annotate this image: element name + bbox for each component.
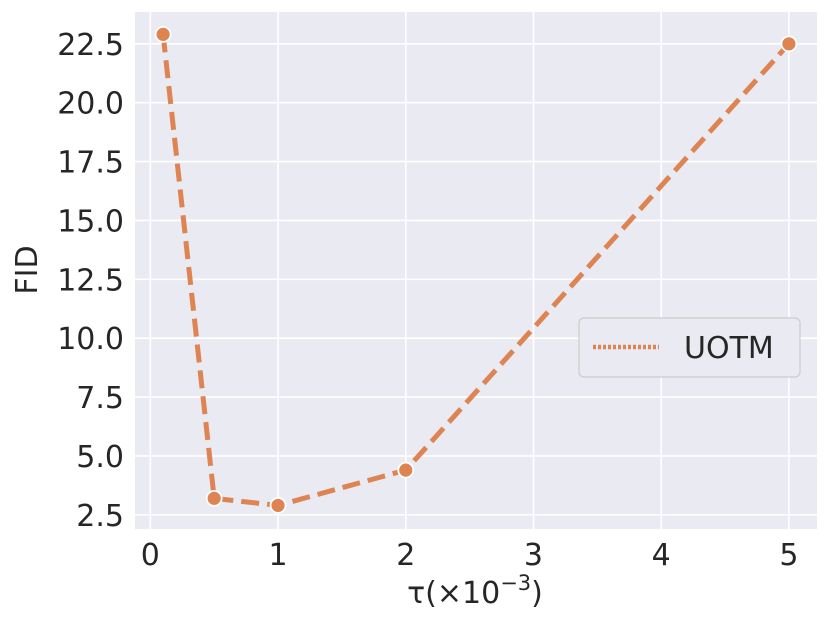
data-point bbox=[205, 489, 223, 507]
plot-background bbox=[135, 12, 817, 529]
x-axis-title: τ(×10−3) bbox=[407, 571, 543, 611]
y-tick-label: 17.5 bbox=[57, 146, 124, 181]
y-tick-label: 2.5 bbox=[76, 499, 124, 534]
x-tick-label: 3 bbox=[524, 538, 543, 573]
y-tick-labels: 2.5 5.0 7.5 10.0 12.5 15.0 17.5 20.0 22.5 bbox=[57, 28, 124, 534]
x-axis-title-main: τ(×10 bbox=[407, 576, 500, 611]
y-tick-label: 20.0 bbox=[57, 87, 124, 122]
legend: UOTM bbox=[578, 317, 801, 378]
x-tick-label: 0 bbox=[141, 538, 160, 573]
data-point bbox=[154, 25, 172, 43]
series-layer bbox=[154, 25, 798, 514]
x-tick-label: 5 bbox=[779, 538, 798, 573]
x-tick-label: 2 bbox=[396, 538, 415, 573]
y-axis-title: FID bbox=[10, 245, 45, 294]
x-tick-labels: 0 1 2 3 4 5 bbox=[141, 538, 799, 573]
y-tick-label: 5.0 bbox=[76, 440, 124, 475]
y-tick-label: 15.0 bbox=[57, 204, 124, 239]
y-tick-label: 22.5 bbox=[57, 28, 124, 63]
x-tick-label: 1 bbox=[268, 538, 287, 573]
legend-box bbox=[578, 317, 801, 378]
legend-label-uotm: UOTM bbox=[684, 331, 774, 366]
data-point bbox=[780, 35, 798, 53]
y-tick-label: 12.5 bbox=[57, 263, 124, 298]
grid bbox=[135, 12, 817, 529]
y-tick-label: 7.5 bbox=[76, 381, 124, 416]
x-tick-label: 4 bbox=[652, 538, 671, 573]
y-tick-label: 10.0 bbox=[57, 322, 124, 357]
x-axis-title-superscript: −3 bbox=[500, 571, 531, 595]
x-axis-title-suffix: ) bbox=[531, 576, 543, 611]
data-point bbox=[397, 461, 415, 479]
data-point bbox=[269, 497, 287, 514]
